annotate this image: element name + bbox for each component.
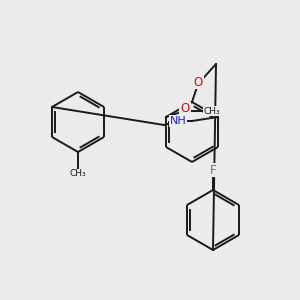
Text: NH: NH [169, 116, 186, 126]
Text: CH₃: CH₃ [204, 106, 220, 116]
Text: F: F [210, 164, 216, 176]
Text: O: O [194, 76, 202, 88]
Text: O: O [180, 103, 190, 116]
Text: CH₃: CH₃ [70, 169, 86, 178]
